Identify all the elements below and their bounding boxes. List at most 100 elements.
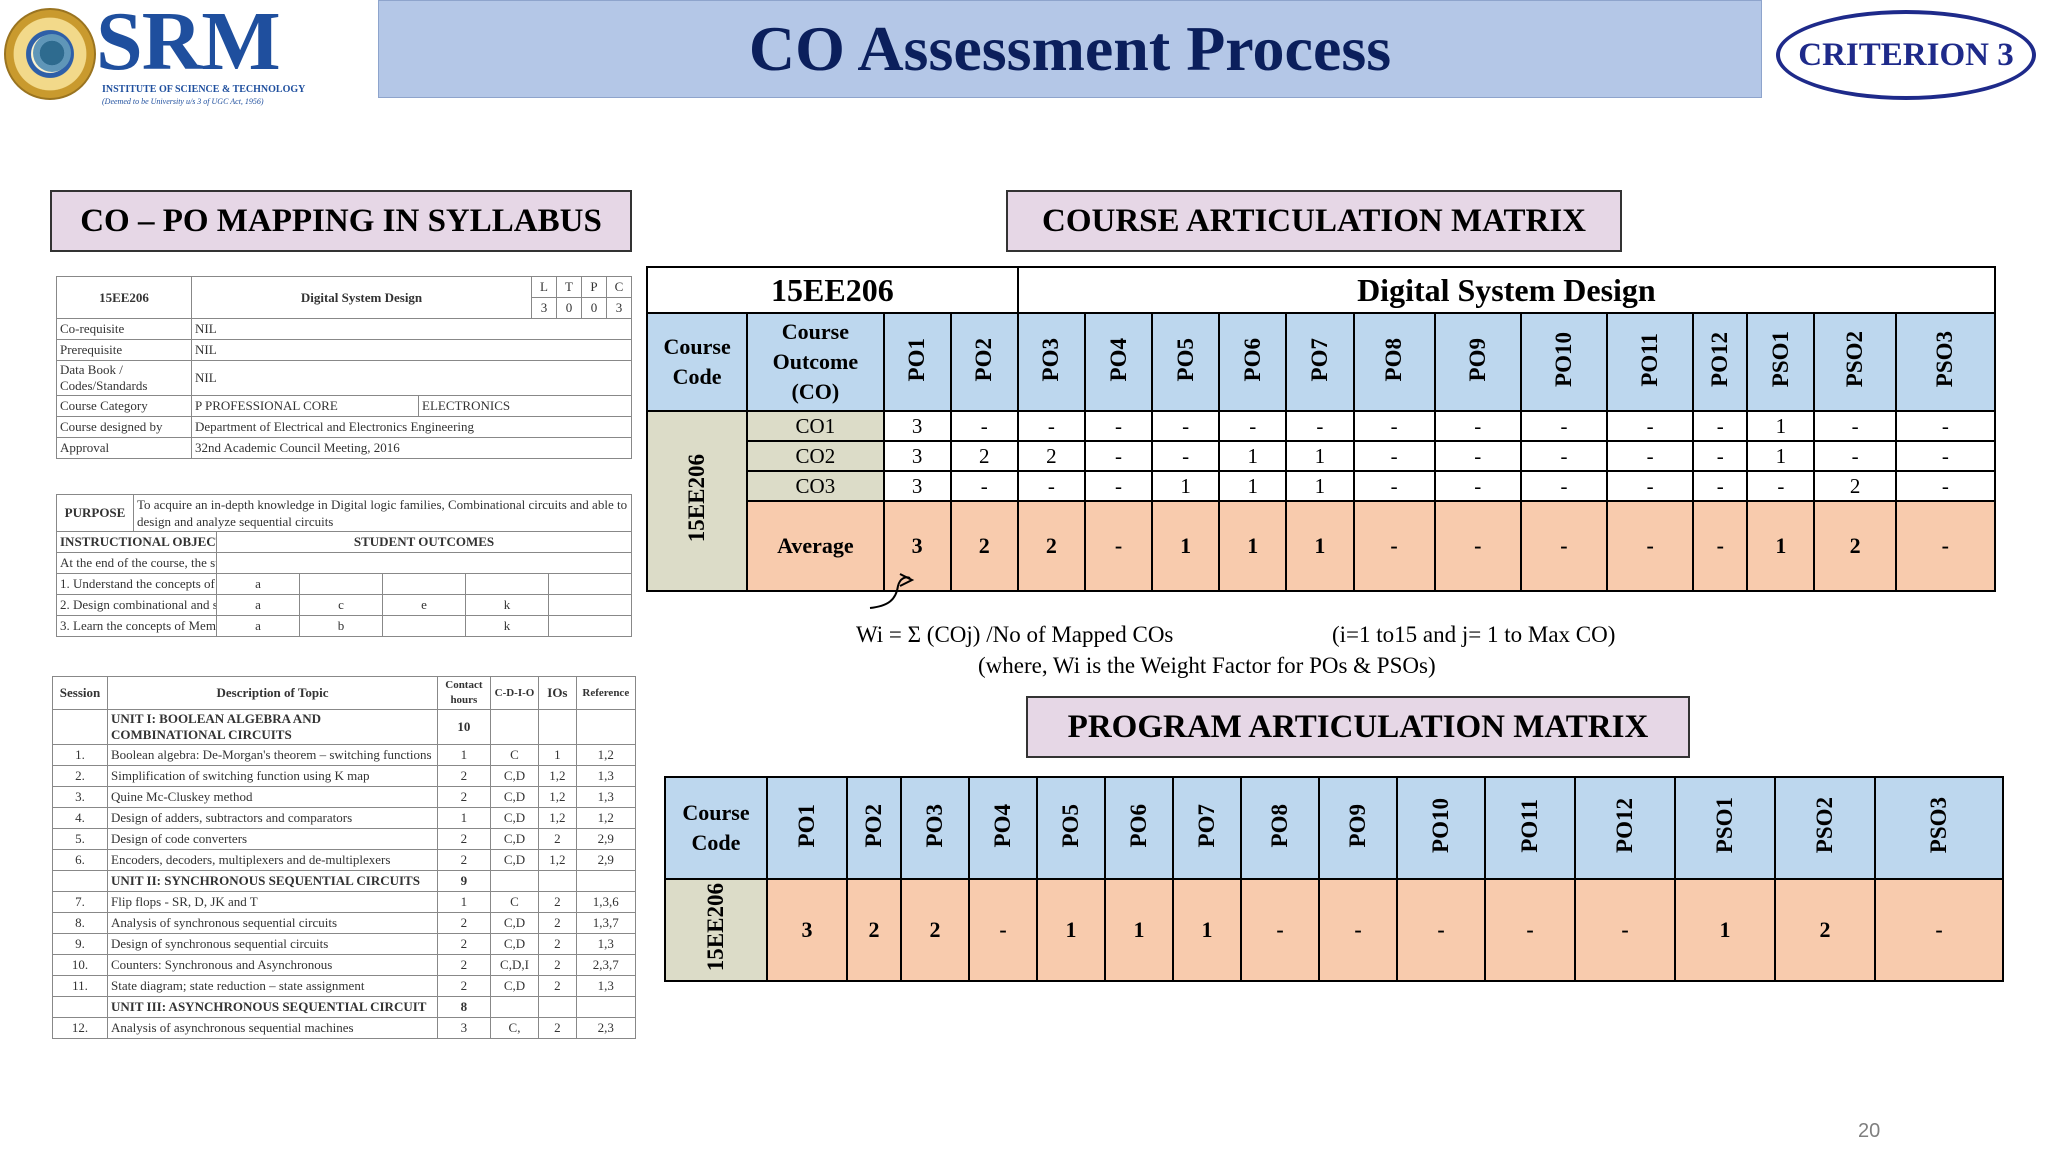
session-header: Description of Topic (107, 676, 438, 710)
info-row: Co-requisite NIL (56, 318, 632, 340)
objectives-header: INSTRUCTIONAL OBJECTIVES (56, 531, 217, 553)
cam-co-row: CO3 3- - -1 1 1- - - - - -2- (647, 470, 1997, 502)
info-row: Course designed by Department of Electric… (56, 416, 632, 438)
title-bar: CO Assessment Process (378, 0, 1762, 98)
session-cdio: C,D (489, 933, 540, 955)
pam-cell: 2 (1774, 878, 1876, 982)
session-row: UNIT II: SYNCHRONOUS SEQUENTIAL CIRCUITS… (52, 870, 637, 892)
cam-cell: 1 (1285, 470, 1355, 502)
session-hours: 2 (437, 765, 491, 787)
cam-cell: - (1151, 410, 1221, 442)
info-value: 32nd Academic Council Meeting, 2016 (191, 437, 632, 459)
outcome-cell (382, 615, 466, 637)
cam-cell: - (1894, 410, 1997, 442)
pam-po-header: PO4 (968, 776, 1038, 880)
cam-cell: - (949, 410, 1019, 442)
srm-logo: SRM INSTITUTE OF SCIENCE & TECHNOLOGY (D… (4, 0, 306, 106)
ltpc-value: 3 (531, 297, 557, 319)
session-no: 6. (52, 849, 108, 871)
session-cdio: C,D,I (489, 954, 540, 976)
cam-average-cell: 2 (1016, 500, 1086, 592)
session-ref: 1,2 (575, 807, 637, 829)
session-ios: 2 (538, 954, 577, 976)
session-cdio (489, 870, 540, 892)
session-ios: 2 (538, 975, 577, 997)
pam-cell: - (1874, 878, 2004, 982)
session-topic: State diagram; state reduction – state a… (107, 975, 438, 997)
session-no (52, 996, 108, 1018)
cam-cell: - (1606, 440, 1695, 472)
ltpc-label: C (606, 276, 632, 298)
session-topic: Analysis of synchronous sequential circu… (107, 912, 438, 934)
cam-average-cell: - (1606, 500, 1695, 592)
cam-cell: 1 (1746, 440, 1816, 472)
pam-cell: - (1574, 878, 1676, 982)
session-ios: 2 (538, 933, 577, 955)
session-ios: 2 (538, 1017, 577, 1039)
info-value: NIL (191, 360, 632, 396)
cam-cell: 2 (1813, 470, 1897, 502)
cam-average-cell: - (1894, 500, 1997, 592)
cam-cell: - (1894, 440, 1997, 472)
cam-cell: - (1692, 440, 1749, 472)
cam-po-header: PO9 (1433, 312, 1522, 412)
info-label: Approval (56, 437, 192, 459)
info-value: NIL (191, 339, 632, 361)
objective-row: 3. Learn the concepts of Memory devices,… (56, 615, 632, 637)
cam-po-header: PO2 (949, 312, 1019, 412)
pam-cell: 2 (846, 878, 902, 982)
cam-cell: 3 (882, 470, 952, 502)
course-articulation-matrix: 15EE206 Digital System Design Course Cod… (645, 266, 1997, 592)
info-label: Course designed by (56, 416, 192, 438)
session-row: UNIT I: BOOLEAN ALGEBRA AND COMBINATIONA… (52, 709, 637, 745)
pam-po-header: PO10 (1396, 776, 1486, 880)
cam-po-header: PO4 (1083, 312, 1154, 412)
pam-po-header: PO2 (846, 776, 902, 880)
page-number: 20 (1858, 1120, 1881, 1142)
cam-cell: 3 (882, 410, 952, 442)
syllabus-session-table: Session Description of Topic Contact hou… (52, 676, 637, 1039)
info-row: Course Category P PROFESSIONAL CORE ELECTR… (56, 395, 632, 417)
section-program-matrix-label: PROGRAM ARTICULATION MATRIX (1026, 696, 1690, 758)
ltpc-label: P (581, 276, 607, 298)
session-hours: 2 (437, 786, 491, 808)
pam-po-header: PO1 (766, 776, 848, 880)
pam-cell: 1 (1036, 878, 1106, 982)
cam-average-cell: - (1352, 500, 1436, 592)
session-row: 7. Flip flops - SR, D, JK and T 1 C 2 1,3,6 (52, 891, 637, 913)
info-label: Course Category (56, 395, 192, 417)
session-header: C-D-I-O (489, 676, 540, 710)
logo-subtitle-2: (Deemed to be University u/s 3 of UGC Ac… (102, 97, 264, 106)
pam-po-header: PO7 (1172, 776, 1242, 880)
ltpc-label: L (531, 276, 557, 298)
session-no (52, 709, 108, 745)
session-ref: 2,9 (575, 849, 637, 871)
session-ios: 2 (538, 891, 577, 913)
pam-cell: 1 (1674, 878, 1776, 982)
cam-po-header: PO5 (1151, 312, 1221, 412)
cam-co-label: CO2 (746, 440, 885, 472)
outcome-cell: a (216, 594, 300, 616)
session-row: 3. Quine Mc-Cluskey method 2 C,D 1,2 1,3 (52, 786, 637, 808)
session-cdio: C,D (489, 765, 540, 787)
session-row: 8. Analysis of synchronous sequential cir… (52, 912, 637, 934)
session-no: 3. (52, 786, 108, 808)
objective-row: 1. Understand the concepts of digital lo… (56, 573, 632, 595)
outcome-cell (465, 573, 549, 595)
cam-cell: - (1151, 440, 1221, 472)
session-row: 4. Design of adders, subtractors and comp… (52, 807, 637, 829)
program-articulation-matrix: Course Code PO1 PO2 PO3 PO4 PO5 PO6 PO7 PO8 PO9 P… (664, 776, 2004, 982)
session-ref: 2,3 (575, 1017, 637, 1039)
cam-cell: - (1016, 470, 1086, 502)
session-no: 4. (52, 807, 108, 829)
session-cdio: C,D (489, 975, 540, 997)
session-cdio: C,D (489, 849, 540, 871)
session-header: IOs (538, 676, 577, 710)
university-seal-icon (4, 8, 96, 100)
session-hours: 2 (437, 933, 491, 955)
info-extra: ELECTRONICS (418, 395, 632, 417)
cam-cell: 1 (1218, 440, 1288, 472)
syllabus-course-name: Digital System Design (191, 276, 532, 319)
logo-subtitle: INSTITUTE OF SCIENCE & TECHNOLOGY (102, 84, 306, 95)
cam-average-cell: 2 (1813, 500, 1897, 592)
